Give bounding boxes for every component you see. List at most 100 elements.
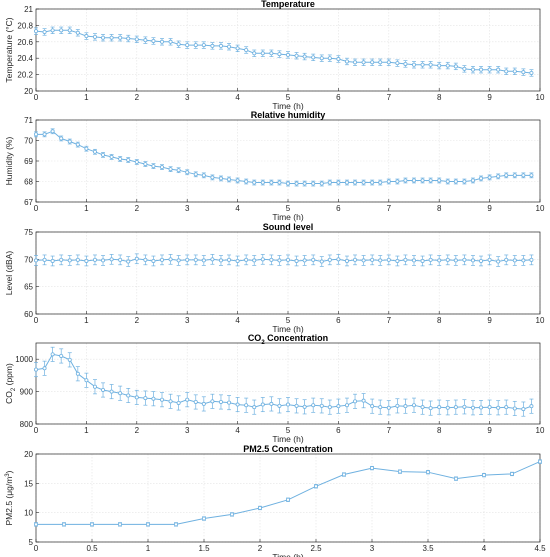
panel-title: CO2 Concentration	[248, 333, 328, 346]
data-point	[193, 399, 198, 404]
x-tick-label: 3	[185, 93, 190, 102]
data-point	[327, 56, 332, 61]
data-point	[244, 179, 249, 184]
data-point	[285, 52, 290, 57]
data-point	[227, 400, 232, 405]
x-tick-label: 4	[235, 316, 240, 325]
data-point	[479, 176, 484, 181]
data-point	[479, 405, 484, 410]
y-axis-label: Humidity (%)	[4, 137, 14, 186]
data-point	[277, 180, 282, 185]
data-point	[126, 36, 131, 41]
data-point	[512, 258, 517, 263]
x-tick-label: 8	[437, 426, 442, 435]
data-point	[218, 399, 223, 404]
x-tick-label: 10	[536, 204, 545, 213]
data-point	[487, 257, 492, 262]
data-point	[504, 69, 509, 74]
data-point	[411, 403, 416, 408]
data-point	[260, 51, 265, 56]
data-point	[252, 51, 257, 56]
data-point	[269, 51, 274, 56]
data-point	[168, 39, 173, 44]
axes-box	[35, 453, 541, 543]
data-point	[277, 52, 282, 57]
x-tick-label: 0	[34, 93, 39, 102]
data-point	[411, 258, 416, 263]
data-point	[361, 180, 366, 185]
data-point	[529, 257, 534, 262]
data-point	[90, 522, 95, 527]
y-tick-label: 20.2	[17, 71, 33, 80]
x-tick-label: 2	[258, 544, 263, 553]
data-point	[425, 470, 430, 475]
data-point	[496, 405, 501, 410]
data-point	[353, 257, 358, 262]
data-point	[210, 43, 215, 48]
data-point	[193, 257, 198, 262]
x-axis-label: Time (h)	[272, 101, 303, 111]
data-point	[34, 522, 39, 527]
data-point	[269, 180, 274, 185]
x-tick-label: 4	[235, 204, 240, 213]
x-tick-label: 3.5	[422, 544, 434, 553]
x-tick-label: 7	[387, 316, 392, 325]
data-point	[218, 176, 223, 181]
data-point	[311, 403, 316, 408]
data-point	[34, 29, 39, 34]
data-point	[336, 180, 341, 185]
data-point	[92, 34, 97, 39]
data-point	[193, 172, 198, 177]
x-tick-label: 1	[84, 316, 89, 325]
data-point	[126, 157, 131, 162]
data-point	[252, 405, 257, 410]
y-tick-label: 20.4	[17, 54, 33, 63]
y-tick-label: 65	[24, 283, 33, 292]
x-tick-label: 6	[336, 204, 341, 213]
data-point	[386, 405, 391, 410]
y-tick-label: 20.8	[17, 21, 33, 30]
y-tick-label: 1000	[15, 355, 33, 364]
x-tick-label: 5	[286, 93, 291, 102]
x-tick-label: 2	[135, 316, 140, 325]
x-tick-label: 3	[370, 544, 375, 553]
data-point	[235, 258, 240, 263]
data-point	[327, 180, 332, 185]
data-point	[257, 505, 262, 510]
data-point	[462, 179, 467, 184]
data-point	[159, 39, 164, 44]
x-tick-label: 0	[34, 426, 39, 435]
data-point	[176, 168, 181, 173]
data-point	[109, 154, 114, 159]
data-point	[235, 178, 240, 183]
data-point	[285, 497, 290, 502]
x-tick-label: 3	[185, 316, 190, 325]
data-point	[470, 178, 475, 183]
data-point	[244, 257, 249, 262]
x-tick-label: 7	[387, 204, 392, 213]
data-point	[277, 403, 282, 408]
data-point	[244, 48, 249, 53]
data-point	[75, 30, 80, 35]
data-point	[118, 156, 123, 161]
data-point	[344, 403, 349, 408]
data-point	[397, 469, 402, 474]
data-point	[504, 257, 509, 262]
data-point	[218, 258, 223, 263]
data-point	[437, 63, 442, 68]
data-point	[185, 43, 190, 48]
panel-2: 0 1 2 3 4 5 6 7 8 9 10 60 65 70 75 Sound level Time (h) L…	[4, 222, 545, 334]
data-point	[168, 399, 173, 404]
y-tick-label: 900	[20, 388, 34, 397]
data-point	[227, 177, 232, 182]
data-point	[403, 178, 408, 183]
y-tick-label: 15	[24, 479, 33, 488]
data-point	[319, 56, 324, 61]
data-point	[395, 179, 400, 184]
data-point	[67, 139, 72, 144]
data-point	[361, 258, 366, 263]
data-point	[134, 256, 139, 261]
y-tick-label: 20	[24, 87, 33, 96]
x-tick-label: 10	[536, 316, 545, 325]
data-point	[470, 67, 475, 72]
